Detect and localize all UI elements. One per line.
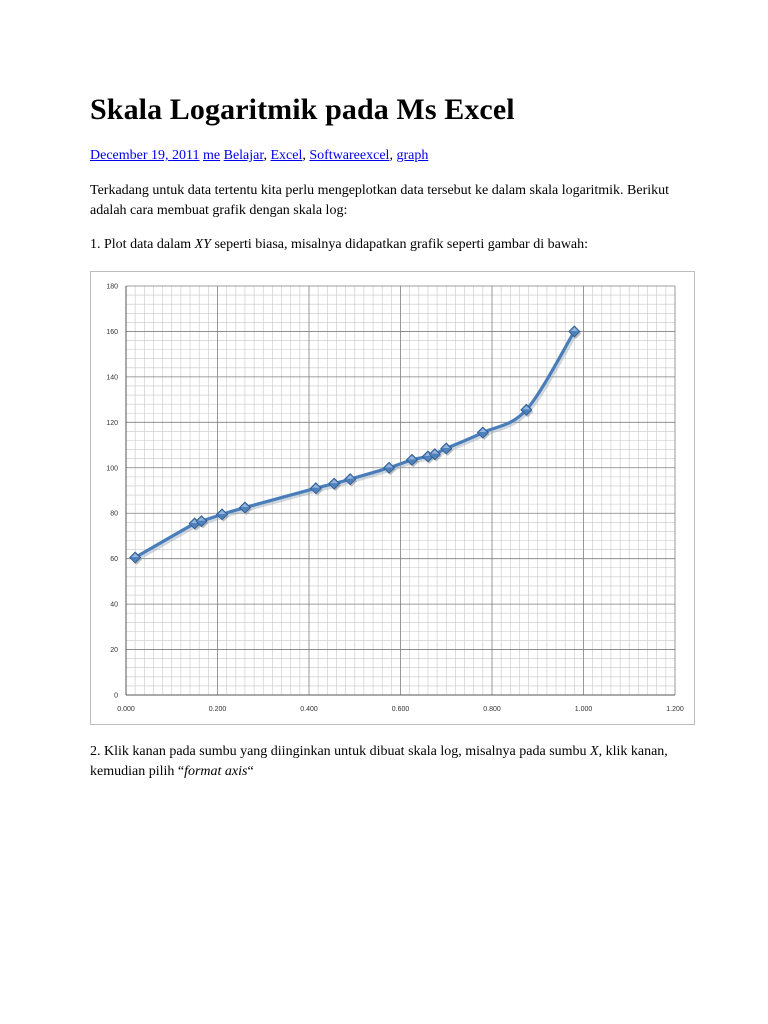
- y-tick-label: 180: [106, 284, 118, 291]
- data-point-highlight: [218, 510, 226, 514]
- y-tick-label: 80: [110, 511, 118, 518]
- x-tick-label: 1.200: [666, 706, 684, 713]
- step-1-paragraph: 1. Plot data dalam XY seperti biasa, mis…: [90, 235, 690, 255]
- data-point: [476, 426, 489, 439]
- step-2-text-b: , klik kanan, kemudian pilih “: [90, 744, 668, 779]
- data-point-highlight: [408, 455, 416, 460]
- data-point: [238, 501, 252, 514]
- data-point-highlight: [442, 444, 450, 448]
- x-tick-label: 0.400: [300, 706, 318, 713]
- y-tick-label: 0: [114, 693, 118, 700]
- series-line-shadow: [135, 332, 578, 562]
- series-line: [134, 330, 576, 559]
- category-link-belajar[interactable]: Belajar: [223, 148, 264, 163]
- step-1-text-b: seperti biasa, misalnya didapatkan grafi…: [210, 237, 589, 252]
- step-2-x: X: [590, 744, 599, 759]
- data-point-highlight: [479, 428, 487, 433]
- data-point-highlight: [385, 463, 393, 468]
- y-tick-label: 140: [106, 374, 118, 381]
- author-link[interactable]: me: [203, 148, 221, 163]
- y-tick-label: 100: [106, 465, 118, 472]
- y-tick-label: 120: [106, 420, 118, 427]
- x-tick-label: 0.200: [209, 706, 227, 713]
- x-tick-label: 1.000: [575, 706, 593, 713]
- y-tick-label: 40: [110, 602, 118, 609]
- data-point: [195, 515, 208, 528]
- x-tick-label: 0.800: [483, 706, 501, 713]
- scatter-chart: 0 20 40 60 80 100 120 140 160 180 0.000 0.200 0.400 0…: [90, 271, 695, 725]
- data-point-highlight: [197, 517, 205, 521]
- x-tick-label: 0.600: [392, 706, 410, 713]
- y-tick-label: 160: [106, 329, 118, 336]
- step-1-xy: XY: [194, 237, 211, 252]
- data-point-highlight: [131, 553, 139, 558]
- data-point-highlight: [312, 484, 320, 488]
- category-link-softwareexcel[interactable]: Softwareexcel: [309, 148, 390, 163]
- data-point-highlight: [346, 475, 354, 479]
- step-1-text-a: 1. Plot data dalam: [90, 237, 195, 252]
- data-point: [309, 482, 322, 495]
- page-title: Skala Logaritmik pada Ms Excel: [90, 93, 515, 126]
- y-tick-label: 60: [110, 556, 118, 563]
- chart-canvas: 0 20 40 60 80 100 120 140 160 180 0.000 0.200 0.400 0…: [106, 284, 684, 714]
- data-point: [568, 325, 581, 338]
- data-point: [344, 473, 357, 486]
- data-point: [129, 551, 142, 564]
- date-link[interactable]: December 19, 2011: [90, 148, 200, 163]
- step-2-format-axis: format axis: [184, 764, 248, 779]
- data-point: [428, 448, 441, 461]
- category-link-graph[interactable]: graph: [396, 148, 429, 163]
- data-point-highlight: [522, 405, 530, 410]
- data-point-highlight: [330, 479, 338, 484]
- data-point: [520, 403, 533, 416]
- data-point: [216, 508, 229, 521]
- data-point-highlight: [241, 503, 249, 508]
- data-point-highlight: [570, 327, 578, 331]
- data-point-highlight: [431, 450, 439, 454]
- y-tick-label: 20: [110, 647, 118, 654]
- x-tick-label: 0.000: [117, 706, 135, 713]
- step-2-text-c: “: [247, 764, 254, 779]
- data-point: [328, 477, 341, 490]
- data-point: [405, 453, 419, 466]
- data-point: [440, 442, 453, 455]
- intro-paragraph: Terkadang untuk data tertentu kita perlu…: [90, 183, 670, 218]
- category-link-excel[interactable]: Excel: [270, 148, 303, 163]
- step-2-paragraph: 2. Klik kanan pada sumbu yang diinginkan…: [90, 742, 690, 782]
- step-2-text-a: 2. Klik kanan pada sumbu yang diinginkan…: [90, 744, 591, 759]
- data-point: [382, 461, 396, 474]
- post-meta: December 19, 2011 me Belajar, Excel, Sof…: [90, 148, 429, 163]
